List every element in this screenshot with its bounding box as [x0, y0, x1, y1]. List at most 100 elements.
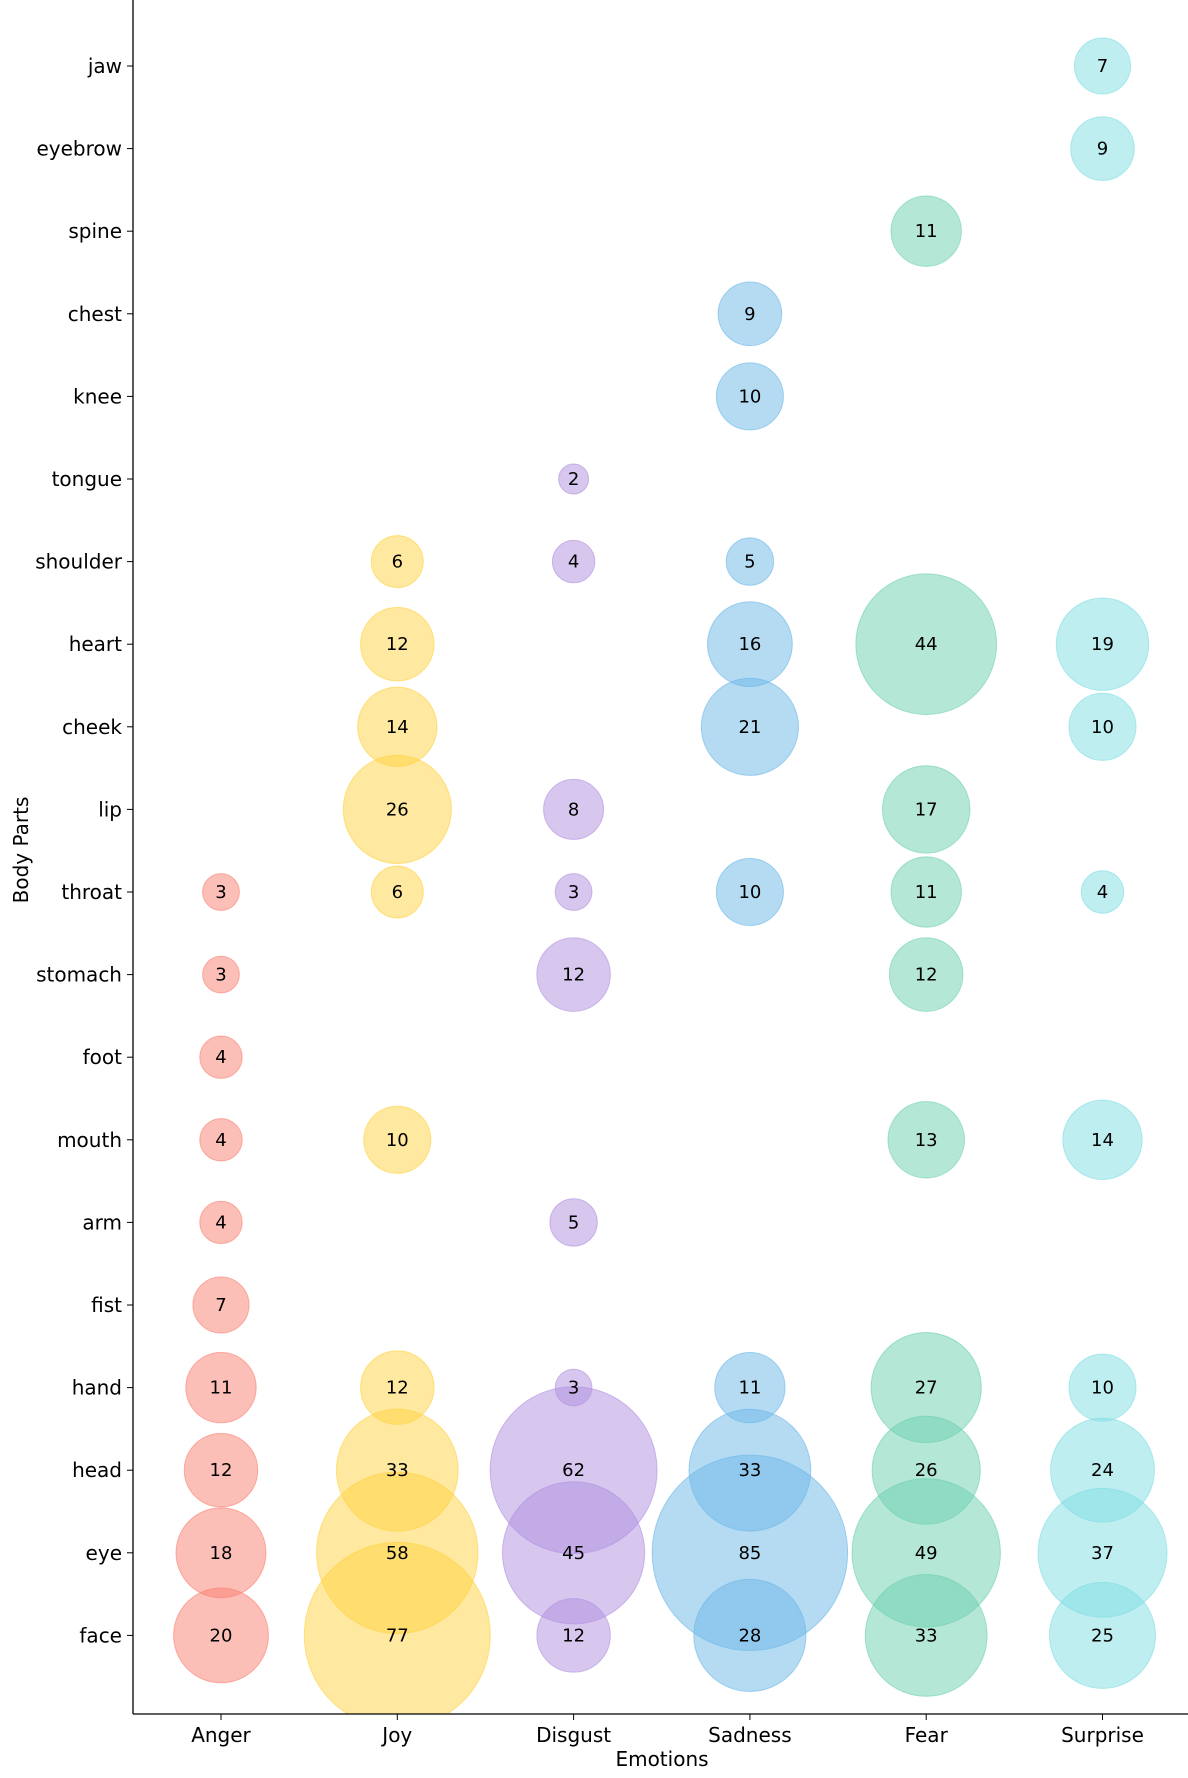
data-label: 10: [1091, 717, 1114, 738]
x-tick-label: Anger: [191, 1723, 251, 1747]
x-tick-label: Fear: [905, 1723, 949, 1747]
data-label: 14: [1091, 1130, 1114, 1151]
data-label: 12: [562, 965, 585, 986]
y-tick-label: arm: [82, 1210, 122, 1234]
y-tick-label: fist: [91, 1293, 122, 1317]
x-ticks: Anger Joy Disgust Sadness Fear Surprise: [191, 1714, 1144, 1747]
bubble-disgust-stomach: [536, 937, 611, 1012]
y-tick-label: lip: [98, 797, 122, 821]
data-label: 3: [568, 1378, 579, 1399]
data-label: 11: [738, 1378, 761, 1399]
y-ticks: jaw eyebrow spine chest knee tongue shoulder he…: [35, 54, 133, 1647]
bubble-sadness-shoulder: [725, 537, 775, 586]
data-label: 26: [915, 1460, 938, 1481]
data-label: 21: [738, 717, 761, 738]
bubble-joy-shoulder: [370, 535, 424, 589]
y-tick-label: heart: [69, 632, 122, 656]
bubble-joy-lip: [342, 754, 452, 864]
data-label: 4: [568, 552, 579, 573]
y-tick-label: knee: [73, 384, 122, 408]
bubble-surprise-mouth: [1062, 1099, 1143, 1180]
bubble-anger-head: [183, 1432, 259, 1508]
bubble-sadness-throat: [715, 857, 784, 927]
bubble-surprise-jaw: [1073, 37, 1132, 95]
y-tick-label: spine: [68, 219, 122, 243]
data-label: 77: [386, 1625, 409, 1646]
data-label: 33: [915, 1625, 938, 1646]
data-label: 4: [1097, 882, 1108, 903]
bubble-surprise-throat: [1080, 870, 1125, 914]
data-label: 28: [738, 1625, 761, 1646]
bubble-fear-throat: [890, 856, 962, 928]
bubble-fear-mouth: [887, 1101, 965, 1179]
data-label: 11: [915, 882, 938, 903]
data-label: 4: [215, 1130, 226, 1151]
bubble-anger-foot: [199, 1035, 243, 1079]
x-tick-label: Sadness: [708, 1723, 791, 1747]
bubble-surprise-cheek: [1068, 692, 1137, 761]
data-label: 27: [915, 1378, 938, 1399]
y-tick-label: eyebrow: [36, 137, 122, 161]
data-label: 44: [915, 634, 938, 655]
data-label: 10: [386, 1130, 409, 1151]
data-label: 85: [738, 1543, 761, 1564]
bubble-disgust-face: [536, 1598, 611, 1673]
y-axis-label: Body Parts: [9, 797, 33, 904]
y-tick-label: shoulder: [35, 550, 123, 574]
data-label: 10: [1091, 1378, 1114, 1399]
y-tick-label: tongue: [52, 467, 122, 491]
data-label: 9: [744, 304, 755, 325]
bubble-anger-fist: [192, 1276, 250, 1334]
data-label: 10: [738, 386, 761, 407]
y-tick-label: eye: [86, 1541, 122, 1565]
data-label: 3: [215, 965, 226, 986]
data-label: 7: [1097, 56, 1108, 77]
data-label: 10: [738, 882, 761, 903]
bubble-disgust-tongue: [558, 463, 590, 495]
data-label: 45: [562, 1543, 585, 1564]
data-label: 12: [915, 965, 938, 986]
data-label: 13: [915, 1130, 938, 1151]
bubble-anger-arm: [199, 1200, 243, 1245]
data-label: 5: [744, 552, 755, 573]
data-label: 11: [210, 1378, 233, 1399]
y-tick-label: mouth: [57, 1128, 122, 1152]
bubble-fear-spine: [890, 195, 962, 267]
y-tick-label: foot: [83, 1045, 123, 1069]
data-label: 58: [386, 1543, 409, 1564]
bubble-sadness-chest: [717, 281, 783, 347]
data-label: 16: [738, 634, 761, 655]
bubble-anger-stomach: [202, 955, 240, 994]
y-tick-label: hand: [72, 1376, 122, 1400]
y-tick-label: stomach: [36, 963, 122, 987]
bubble-anger-mouth: [199, 1118, 243, 1162]
y-tick-label: throat: [61, 880, 122, 904]
bubble-anger-hand: [185, 1351, 257, 1424]
data-label: 12: [562, 1625, 585, 1646]
bubble-fear-face: [864, 1574, 988, 1697]
data-label: 6: [392, 882, 403, 903]
data-label: 5: [568, 1212, 579, 1233]
bubble-disgust-throat: [554, 873, 593, 911]
bubble-joy-face: [303, 1541, 491, 1714]
bubble-joy-throat: [370, 865, 424, 919]
bubble-sadness-knee: [715, 362, 784, 431]
bubble-anger-face: [173, 1587, 269, 1684]
y-tick-label: head: [72, 1458, 122, 1482]
data-label: 18: [210, 1543, 233, 1564]
data-label: 4: [215, 1047, 226, 1068]
bubble-fear-lip: [881, 765, 971, 854]
data-label: 2: [568, 469, 579, 490]
x-tick-label: Surprise: [1061, 1723, 1144, 1747]
data-label: 49: [915, 1543, 938, 1564]
y-tick-label: jaw: [87, 54, 122, 78]
bubble-sadness-face: [693, 1578, 807, 1692]
data-label: 26: [386, 799, 409, 820]
data-label: 11: [915, 221, 938, 242]
x-tick-label: Joy: [380, 1723, 412, 1747]
data-label: 3: [568, 882, 579, 903]
data-label: 25: [1091, 1625, 1114, 1646]
data-label: 3: [215, 882, 226, 903]
data-label: 4: [215, 1212, 226, 1233]
